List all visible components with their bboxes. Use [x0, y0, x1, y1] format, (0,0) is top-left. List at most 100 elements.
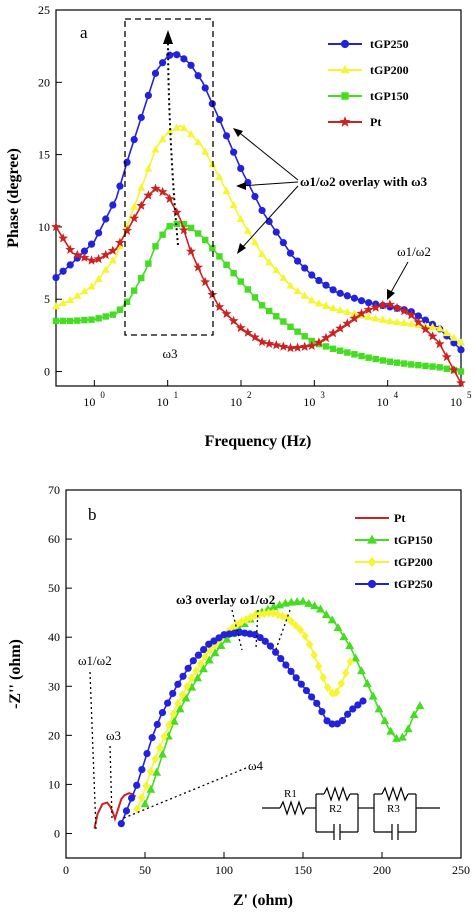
legend-marker-tGP150 [367, 534, 377, 544]
data-point-Pt [399, 305, 410, 316]
data-point-tGP250 [222, 132, 231, 140]
data-point-tGP150 [386, 358, 394, 365]
data-point-tGP200 [314, 661, 323, 671]
y-tick-label-a: 15 [38, 148, 50, 162]
data-point-tGP150 [145, 260, 152, 267]
data-point-tGP150 [187, 682, 197, 691]
data-point-tGP200 [296, 625, 305, 635]
data-point-tGP250 [293, 257, 302, 265]
data-point-tGP150 [344, 349, 351, 356]
data-point-tGP200 [192, 666, 200, 676]
data-point-Pt [292, 342, 303, 352]
data-point-tGP200 [208, 160, 217, 168]
data-point-tGP150 [159, 231, 166, 238]
w12-arrow-b [89, 671, 97, 831]
data-point-tGP250 [201, 84, 209, 92]
data-point-Pt [86, 255, 97, 265]
data-point-tGP250 [357, 297, 366, 305]
data-point-tGP200 [133, 804, 141, 814]
data-point-tGP200 [137, 793, 146, 803]
data-point-tGP150 [286, 597, 296, 606]
data-point-tGP250 [336, 289, 344, 297]
y-tick-label-a: 25 [38, 3, 50, 17]
overlay-arrow-2 [239, 181, 299, 187]
data-point-tGP250 [194, 651, 203, 659]
data-point-tGP250 [194, 72, 202, 80]
w12-arrow-a [389, 261, 409, 295]
data-point-tGP200 [286, 281, 295, 289]
data-point-tGP150 [386, 726, 396, 735]
data-point-tGP250 [151, 69, 160, 77]
data-point-tGP200 [300, 291, 309, 299]
data-point-tGP150 [345, 641, 355, 650]
data-point-tGP250 [323, 717, 331, 725]
data-point-tGP150 [443, 365, 450, 372]
x-tick-label-b: 50 [139, 863, 151, 877]
data-point-tGP200 [319, 672, 327, 683]
overlay-annotation-a: ω1/ω2 overlay with ω3 [300, 174, 428, 189]
data-point-tGP200 [137, 183, 146, 191]
data-point-tGP250 [359, 697, 367, 705]
legend-marker-tGP250 [367, 579, 377, 589]
data-point-tGP150 [321, 609, 331, 618]
data-point-Pt [392, 302, 402, 313]
data-point-tGP200 [87, 282, 96, 290]
data-point-tGP200 [343, 307, 352, 315]
data-point-tGP200 [52, 302, 60, 310]
data-point-tGP250 [180, 55, 188, 63]
data-point-tGP150 [251, 294, 259, 301]
legend-a: tGP250 tGP200 tGP150 Pt [328, 37, 409, 129]
data-point-tGP150 [175, 704, 185, 713]
data-point-tGP200 [165, 127, 174, 135]
data-point-tGP150 [223, 261, 230, 269]
data-point-tGP150 [457, 368, 465, 375]
data-point-tGP200 [144, 164, 153, 172]
data-point-tGP250 [208, 100, 216, 108]
data-point-tGP200 [305, 639, 314, 650]
overlay-arrow-b1 [231, 609, 243, 651]
data-point-tGP250 [308, 271, 316, 279]
data-point-tGP150 [310, 601, 320, 610]
y-tick-label-b: 70 [48, 483, 60, 497]
data-point-tGP200 [292, 621, 300, 631]
data-point-tGP250 [187, 61, 195, 69]
data-point-tGP250 [166, 51, 174, 59]
legend-label-tGP150: tGP150 [394, 533, 433, 547]
data-point-tGP250 [258, 206, 266, 215]
data-point-tGP150 [81, 316, 88, 324]
overlay-arrow-b2 [255, 609, 259, 649]
data-point-tGP200 [187, 130, 195, 138]
data-point-tGP200 [279, 273, 288, 281]
data-point-Pt [370, 302, 381, 312]
data-point-tGP150 [181, 693, 191, 702]
data-point-tGP150 [158, 749, 167, 758]
data-point-tGP150 [408, 361, 415, 368]
x-tick-label-a: 10 [230, 395, 242, 409]
data-point-tGP200 [236, 214, 245, 223]
data-point-Pt [79, 252, 90, 262]
data-point-tGP200 [310, 650, 318, 660]
data-point-tGP150 [292, 597, 302, 606]
data-point-tGP200 [160, 731, 169, 741]
data-point-tGP200 [322, 301, 330, 309]
x-tick-label-b: 250 [452, 863, 470, 877]
legend-label-tGP200: tGP200 [370, 63, 409, 77]
data-point-tGP250 [301, 264, 309, 272]
overlay-annotation-b: ω3 overlay ω1/ω2 [176, 592, 275, 607]
legend-marker-tGP200 [340, 65, 350, 74]
data-point-tGP200 [155, 743, 164, 753]
data-point-tGP200 [287, 616, 296, 627]
data-point-tGP250 [173, 51, 181, 59]
data-point-tGP150 [152, 243, 159, 250]
data-point-tGP200 [174, 698, 182, 708]
data-point-tGP150 [210, 648, 220, 657]
data-point-tGP150 [365, 354, 372, 361]
x-tick-label-a: 10 [450, 395, 462, 409]
data-point-tGP150 [304, 598, 314, 607]
overlay-arrowhead-1 [233, 128, 243, 137]
data-point-tGP250 [279, 239, 287, 247]
data-point-tGP200 [229, 200, 238, 209]
data-point-Pt [278, 341, 289, 351]
x-tick-exponent-a: 2 [247, 390, 252, 400]
